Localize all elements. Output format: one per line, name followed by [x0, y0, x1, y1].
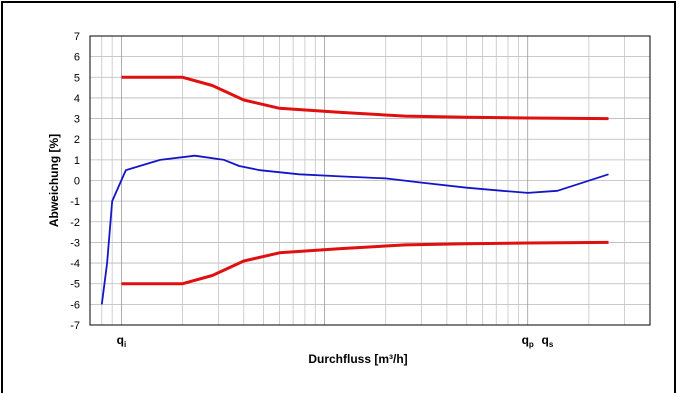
y-tick-label: -3: [70, 237, 80, 249]
y-tick-label: 7: [74, 31, 80, 43]
grid: [89, 35, 651, 326]
y-tick-label: -1: [70, 196, 80, 208]
y-tick-label: 3: [74, 114, 80, 126]
x-marker-label: qp: [522, 333, 534, 349]
y-tick-label: -2: [70, 217, 80, 229]
x-marker-labels: qi qp qs: [117, 333, 554, 349]
y-tick-labels: 7 6 5 4 3 2 1 0 -1 -2 -3 -4 -5 -6 -7: [70, 31, 80, 332]
y-tick-label: 1: [74, 155, 80, 167]
y-tick-label: 5: [74, 72, 80, 84]
x-marker-label: qi: [117, 333, 127, 349]
y-tick-label: -7: [70, 320, 80, 332]
series-line-2: [100, 154, 609, 305]
y-tick-label: -4: [70, 258, 80, 270]
series-lines: [100, 75, 609, 305]
y-tick-label: 0: [74, 176, 80, 188]
series-line-0: [121, 75, 609, 121]
y-axis-title: Abweichung [%]: [47, 134, 61, 227]
y-tick-label: 6: [74, 52, 80, 64]
y-tick-label: 2: [74, 134, 80, 146]
x-marker-label: qs: [541, 333, 553, 349]
y-tick-label: 4: [74, 93, 80, 105]
series-line-1: [121, 240, 609, 286]
y-tick-label: -5: [70, 279, 80, 291]
y-tick-label: -6: [70, 299, 80, 311]
x-axis-title: Durchfluss [m³/h]: [308, 352, 407, 366]
plot-area: [89, 35, 651, 326]
